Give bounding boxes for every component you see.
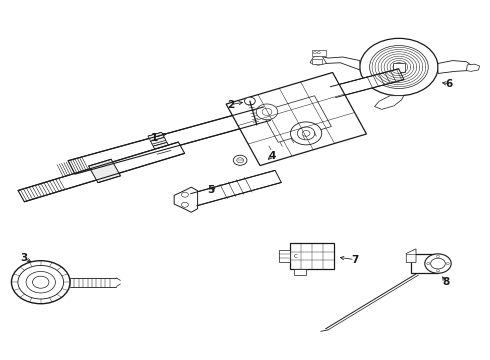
Text: 8: 8 bbox=[442, 277, 450, 287]
Bar bbox=[312, 59, 322, 64]
Text: 3: 3 bbox=[21, 253, 28, 263]
Circle shape bbox=[427, 262, 430, 265]
Circle shape bbox=[32, 276, 49, 288]
Circle shape bbox=[11, 261, 70, 304]
Circle shape bbox=[369, 45, 428, 89]
Text: 7: 7 bbox=[351, 255, 359, 265]
Circle shape bbox=[256, 104, 278, 120]
Text: 6: 6 bbox=[445, 79, 453, 89]
Circle shape bbox=[181, 202, 188, 207]
Text: 4: 4 bbox=[268, 150, 275, 161]
Text: C: C bbox=[294, 253, 298, 258]
Circle shape bbox=[446, 262, 449, 265]
Polygon shape bbox=[150, 137, 169, 149]
Polygon shape bbox=[89, 159, 121, 183]
Circle shape bbox=[437, 255, 440, 257]
Polygon shape bbox=[153, 142, 171, 154]
Bar bbox=[393, 63, 405, 72]
Polygon shape bbox=[330, 69, 404, 98]
Circle shape bbox=[425, 254, 451, 273]
Circle shape bbox=[431, 258, 445, 269]
Circle shape bbox=[297, 127, 315, 140]
Circle shape bbox=[18, 265, 64, 299]
Bar bbox=[290, 243, 334, 269]
Circle shape bbox=[245, 97, 255, 105]
Circle shape bbox=[393, 63, 405, 71]
Polygon shape bbox=[310, 55, 327, 65]
Polygon shape bbox=[68, 107, 270, 174]
Circle shape bbox=[318, 51, 320, 54]
Circle shape bbox=[302, 131, 310, 136]
Polygon shape bbox=[406, 249, 416, 262]
Polygon shape bbox=[18, 142, 185, 202]
Circle shape bbox=[262, 108, 272, 116]
Polygon shape bbox=[191, 170, 281, 206]
Polygon shape bbox=[148, 132, 166, 144]
Polygon shape bbox=[261, 96, 331, 142]
Bar bbox=[294, 269, 306, 275]
Circle shape bbox=[181, 192, 188, 197]
Polygon shape bbox=[226, 72, 367, 166]
Text: 1: 1 bbox=[151, 133, 158, 143]
Polygon shape bbox=[374, 96, 404, 109]
Text: 5: 5 bbox=[207, 185, 215, 195]
Circle shape bbox=[360, 39, 438, 96]
Polygon shape bbox=[174, 187, 197, 212]
Circle shape bbox=[437, 270, 440, 272]
Circle shape bbox=[291, 122, 322, 145]
Circle shape bbox=[314, 51, 317, 54]
Bar bbox=[411, 253, 438, 273]
Polygon shape bbox=[438, 60, 471, 73]
Bar bbox=[279, 249, 290, 262]
Circle shape bbox=[26, 271, 55, 293]
Circle shape bbox=[233, 155, 247, 165]
Circle shape bbox=[237, 158, 244, 163]
Polygon shape bbox=[466, 64, 480, 71]
Bar bbox=[312, 50, 326, 56]
Polygon shape bbox=[318, 56, 360, 70]
Text: 2: 2 bbox=[227, 100, 234, 110]
